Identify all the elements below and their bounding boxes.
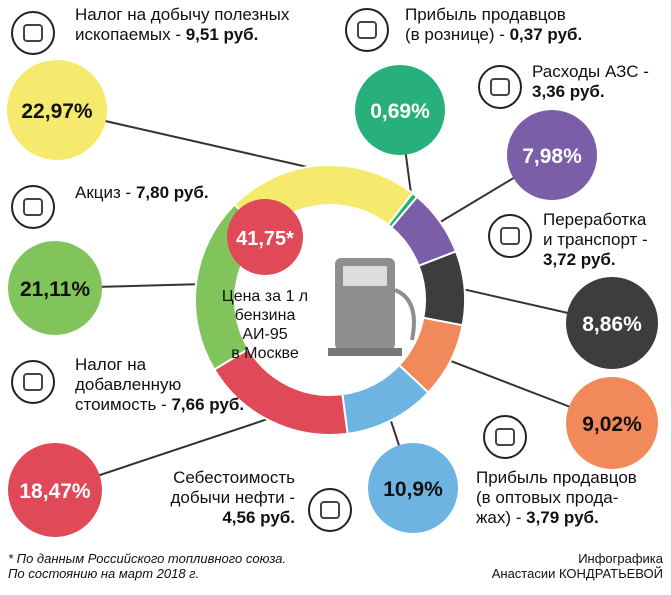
icon-glyph	[23, 24, 43, 42]
pump-base	[328, 348, 402, 356]
credit: Инфографика Анастасии КОНДРАТЬЕВОЙ	[491, 551, 663, 581]
category-name: Прибыль продавцов (в рознице) -	[405, 5, 566, 44]
value-label: 8,86%	[582, 313, 642, 336]
value-label: 9,02%	[582, 413, 642, 436]
icon-glyph	[23, 198, 43, 216]
category-name: Акциз -	[75, 183, 132, 202]
amount: 3,79 руб.	[526, 508, 599, 527]
value-bubble	[8, 241, 102, 335]
icon	[11, 360, 55, 404]
pump-screen	[343, 266, 387, 286]
category-label: Налог на добавленную стоимость - 7,66 ру…	[75, 355, 244, 415]
amount: 9,51 руб.	[185, 25, 259, 44]
category-name: Себестоимость добычи нефти -	[170, 468, 295, 507]
pump-hose	[394, 288, 416, 341]
icon	[308, 488, 352, 532]
category-label: Расходы АЗС - 3,36 руб.	[532, 62, 671, 102]
icon-glyph	[23, 373, 43, 391]
icon	[11, 11, 55, 55]
icon	[11, 185, 55, 229]
amount: 4,56 руб.	[222, 508, 295, 527]
category-label: Прибыль продавцов (в оптовых прода- жах)…	[476, 468, 637, 528]
category-label: Налог на добычу полезных ископаемых - 9,…	[75, 5, 289, 45]
icon	[478, 65, 522, 109]
value-bubble	[566, 377, 658, 469]
icon	[483, 415, 527, 459]
gas-pump-icon	[328, 258, 416, 356]
value-bubble	[566, 277, 658, 369]
category-name: Налог на добавленную стоимость -	[75, 355, 182, 414]
icon-glyph	[357, 21, 377, 39]
category-name: Переработка и транспорт -	[543, 210, 648, 249]
category-name: Прибыль продавцов (в оптовых прода- жах)…	[476, 468, 637, 527]
center-badge	[227, 199, 303, 275]
amount: 0,37 руб.	[509, 25, 583, 44]
value-label: 22,97%	[21, 100, 93, 123]
icon-glyph	[490, 78, 510, 96]
value-bubble	[368, 443, 458, 533]
value-bubble	[7, 60, 107, 160]
icon	[488, 214, 532, 258]
icon-glyph	[500, 227, 520, 245]
amount: 7,80 руб.	[135, 183, 209, 202]
category-label: Себестоимость добычи нефти - 4,56 руб.	[150, 468, 295, 528]
amount: 3,72 руб.	[543, 250, 616, 269]
category-name: Налог на добычу полезных ископаемых -	[75, 5, 290, 44]
value-label: 21,11%	[20, 278, 90, 301]
center-label: 41,75*	[236, 228, 294, 250]
value-bubble	[355, 65, 445, 155]
category-label: Переработка и транспорт - 3,72 руб.	[543, 210, 671, 270]
value-bubble	[8, 443, 102, 537]
amount: 3,36 руб.	[532, 82, 605, 101]
category-label: Акциз - 7,80 руб.	[75, 183, 209, 203]
category-label: Прибыль продавцов (в рознице) - 0,37 руб…	[405, 5, 582, 45]
center-text: Цена за 1 л бензина АИ-95 в Москве	[221, 288, 309, 362]
amount: 7,66 руб.	[171, 395, 245, 414]
category-name: Расходы АЗС -	[532, 62, 649, 81]
value-label: 7,98%	[522, 145, 582, 168]
value-bubble	[507, 110, 597, 200]
donut-segment	[417, 250, 466, 327]
value-label: 10,9%	[383, 478, 443, 501]
value-label: 18,47%	[19, 480, 91, 503]
segments	[194, 164, 466, 436]
icon-glyph	[320, 501, 340, 519]
value-label: 0,69%	[370, 100, 430, 123]
icon-glyph	[495, 428, 515, 446]
footnote: * По данным Российского топливного союза…	[8, 551, 287, 581]
icon	[345, 8, 389, 52]
